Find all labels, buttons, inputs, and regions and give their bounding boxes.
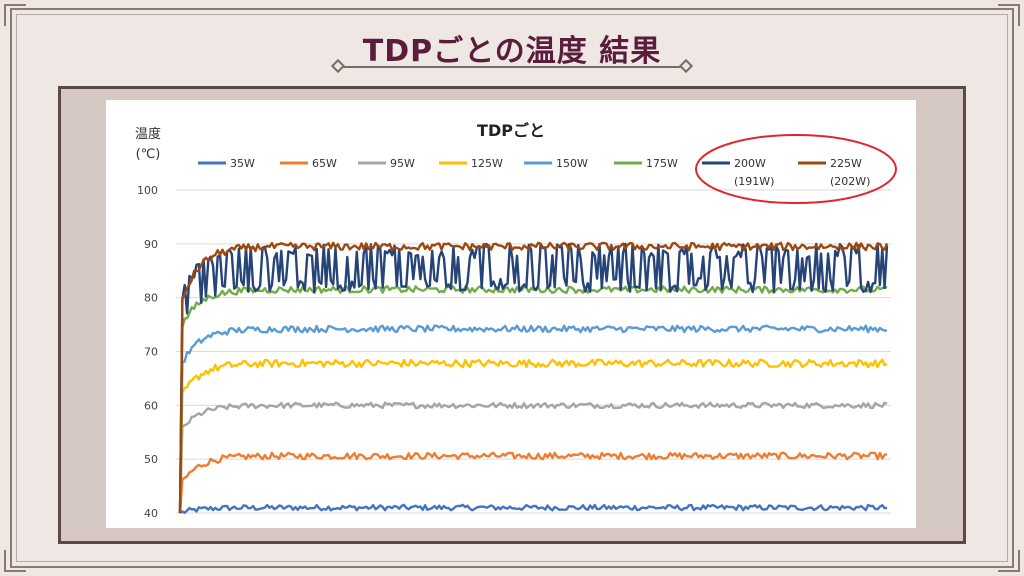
line-chart: 100 90 80 70 60 50 40 TDPごと 温度 (℃) 35W 65W 95W 12…	[135, 121, 897, 520]
legend-label: 225W	[830, 157, 862, 170]
highlight-ellipse	[695, 134, 897, 204]
corner-ornament	[4, 4, 26, 26]
series-line-35W	[179, 503, 888, 515]
y-tick-label: 50	[144, 453, 158, 466]
series-line-200W	[178, 242, 889, 514]
legend-label: 65W	[312, 157, 337, 170]
series-line-65W	[178, 451, 888, 514]
legend-label: 35W	[230, 157, 255, 170]
series-line-150W	[178, 324, 888, 514]
series-line-175W	[178, 285, 888, 514]
title-underline	[340, 66, 684, 68]
series-line-95W	[178, 401, 888, 514]
legend-label: 175W	[646, 157, 678, 170]
y-tick-label: 90	[144, 238, 158, 251]
y-tick-label: 100	[137, 184, 158, 197]
chart-panel: 100 90 80 70 60 50 40 TDPごと 温度 (℃) 35W 65W 95W 12…	[106, 100, 916, 528]
corner-ornament	[4, 550, 26, 572]
slide-title: TDPごとの温度 結果	[362, 34, 662, 69]
legend-sublabel: (191W)	[734, 175, 774, 188]
y-tick-label: 40	[144, 507, 158, 520]
series-line-225W	[178, 241, 889, 514]
outer-frame	[10, 8, 1014, 568]
corner-ornament	[998, 4, 1020, 26]
legend-label: 150W	[556, 157, 588, 170]
legend-label: 125W	[471, 157, 503, 170]
legend-label: 200W	[734, 157, 766, 170]
inner-frame	[16, 14, 1008, 562]
y-tick-label: 80	[144, 292, 158, 305]
y-tick-label: 70	[144, 346, 158, 359]
series-line-125W	[178, 358, 888, 514]
y-axis-unit: (℃)	[136, 147, 161, 162]
y-axis-label: 温度	[135, 126, 161, 142]
legend-sublabel: (202W)	[830, 175, 870, 188]
chart-title: TDPごと	[477, 121, 545, 140]
y-tick-label: 60	[144, 399, 158, 412]
corner-ornament	[998, 550, 1020, 572]
legend-label: 95W	[390, 157, 415, 170]
